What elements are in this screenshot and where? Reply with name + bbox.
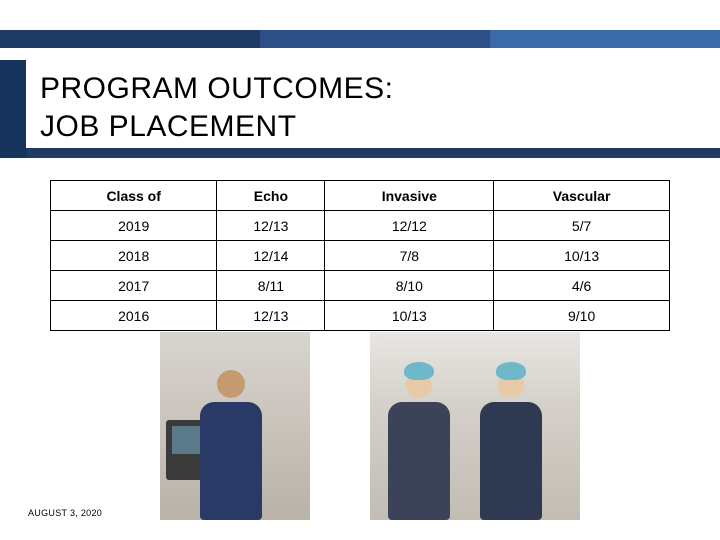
title-bottom-rule	[26, 148, 720, 158]
band-seg-2	[260, 30, 490, 48]
band-seg-3	[490, 30, 720, 48]
cell: 12/14	[217, 241, 325, 271]
cell: 10/13	[325, 301, 494, 331]
col-invasive: Invasive	[325, 181, 494, 211]
table-header-row: Class of Echo Invasive Vascular	[51, 181, 670, 211]
title-inner: PROGRAM OUTCOMES: JOB PLACEMENT	[26, 60, 720, 158]
table-row: 2019 12/13 12/12 5/7	[51, 211, 670, 241]
cell: 12/13	[217, 211, 325, 241]
col-class-of: Class of	[51, 181, 217, 211]
photo-left	[160, 332, 310, 520]
cell: 2017	[51, 271, 217, 301]
page-title: PROGRAM OUTCOMES: JOB PLACEMENT	[40, 70, 706, 145]
col-echo: Echo	[217, 181, 325, 211]
cell: 2019	[51, 211, 217, 241]
table-body: 2019 12/13 12/12 5/7 2018 12/14 7/8 10/1…	[51, 211, 670, 331]
cell: 7/8	[325, 241, 494, 271]
person-icon	[480, 372, 542, 520]
placement-table: Class of Echo Invasive Vascular 2019 12/…	[50, 180, 670, 331]
cell: 8/10	[325, 271, 494, 301]
cell: 4/6	[494, 271, 670, 301]
col-vascular: Vascular	[494, 181, 670, 211]
table-row: 2017 8/11 8/10 4/6	[51, 271, 670, 301]
cell: 12/12	[325, 211, 494, 241]
footer-date: AUGUST 3, 2020	[28, 508, 102, 518]
cell: 10/13	[494, 241, 670, 271]
title-line-1: PROGRAM OUTCOMES:	[40, 72, 394, 105]
cell: 5/7	[494, 211, 670, 241]
cell: 8/11	[217, 271, 325, 301]
header-accent-band	[0, 30, 720, 48]
title-gutter	[0, 60, 26, 158]
title-block: PROGRAM OUTCOMES: JOB PLACEMENT	[0, 60, 720, 158]
photo-right	[370, 332, 580, 520]
person-icon	[388, 372, 450, 520]
cell: 2016	[51, 301, 217, 331]
band-seg-1	[0, 30, 260, 48]
table-row: 2016 12/13 10/13 9/10	[51, 301, 670, 331]
cell: 9/10	[494, 301, 670, 331]
table-row: 2018 12/14 7/8 10/13	[51, 241, 670, 271]
cell: 12/13	[217, 301, 325, 331]
cell: 2018	[51, 241, 217, 271]
person-icon	[200, 370, 262, 520]
title-line-2: JOB PLACEMENT	[40, 110, 297, 143]
